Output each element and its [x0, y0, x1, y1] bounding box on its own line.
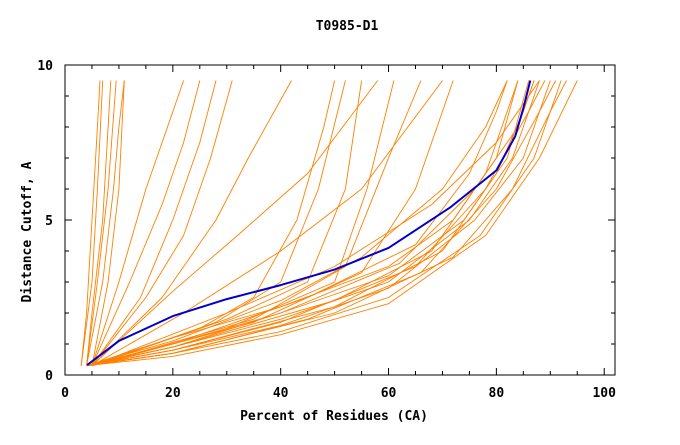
series-line-3: [86, 80, 117, 366]
series-line-28: [86, 80, 546, 367]
highlight-series-line: [86, 80, 532, 366]
series-line-1: [80, 80, 104, 366]
series-line-15: [91, 80, 363, 367]
series-line-8: [91, 80, 217, 366]
series-line-32: [86, 80, 535, 367]
series-line-25: [86, 80, 578, 367]
series-line-16: [91, 80, 395, 367]
series-line-0: [80, 80, 101, 366]
y-tick-label: 10: [37, 59, 53, 74]
series-layer: [80, 80, 578, 367]
tick-layer: 0 20 40 60 80 100 0 5 10: [37, 59, 616, 401]
series-line-7: [91, 80, 201, 366]
series-line-2: [86, 80, 112, 366]
series-line-9: [91, 80, 233, 366]
chart-title: T0985-D1: [316, 19, 379, 34]
series-line-26: [86, 80, 508, 367]
series-line-5: [91, 80, 125, 366]
x-tick-label: 40: [273, 386, 289, 401]
x-tick-label: 60: [381, 386, 397, 401]
series-line-11: [91, 80, 379, 367]
x-tick-label: 20: [165, 386, 181, 401]
y-tick-label: 0: [45, 369, 53, 384]
series-line-12: [91, 80, 443, 367]
x-axis-label: Percent of Residues (CA): [240, 409, 428, 424]
series-line-6: [91, 80, 185, 366]
y-axis-label: Distance Cutoff, A: [20, 161, 35, 302]
series-line-31: [86, 80, 508, 367]
series-line-27: [86, 80, 535, 367]
series-line-33: [86, 80, 567, 367]
x-tick-label: 100: [592, 386, 616, 401]
series-line-30: [86, 80, 519, 367]
x-tick-label: 80: [489, 386, 505, 401]
series-line-10: [91, 80, 292, 367]
series-line-4: [86, 80, 125, 366]
y-tick-label: 5: [45, 214, 53, 229]
x-tick-label: 0: [61, 386, 69, 401]
series-line-20: [86, 80, 519, 367]
series-line-18: [91, 80, 454, 367]
